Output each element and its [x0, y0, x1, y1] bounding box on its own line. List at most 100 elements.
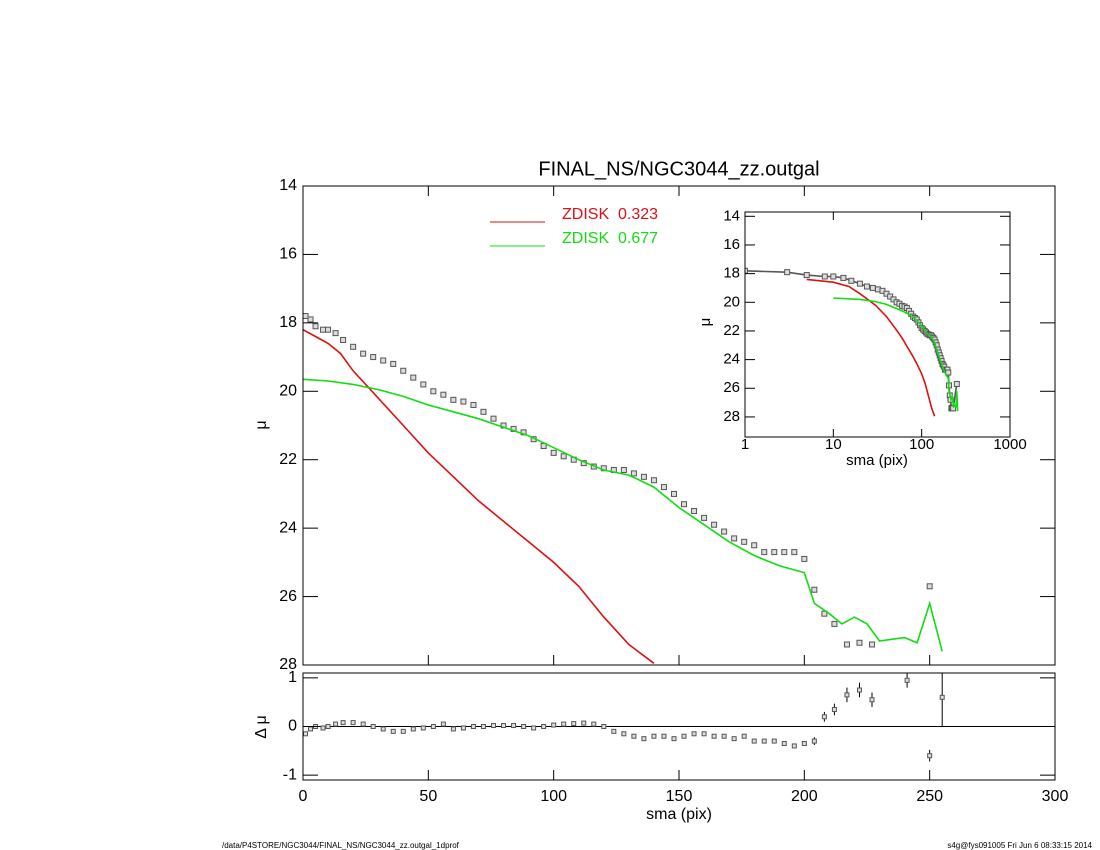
data-point: [801, 555, 808, 562]
residual-point: [927, 753, 933, 759]
data-point: [390, 360, 397, 367]
inset-frame: [744, 211, 1011, 438]
residual-point: [320, 725, 326, 731]
residual-point: [333, 721, 339, 727]
residual-point: [721, 733, 727, 739]
data-point: [490, 415, 497, 422]
data-point: [480, 408, 487, 415]
chart-title: FINAL_NS/NGC3044_zz.outgal: [538, 158, 819, 180]
residual-point: [791, 743, 797, 749]
y-tick-label: 20: [279, 383, 297, 400]
inset-data-point: [821, 273, 828, 280]
residual-point: [440, 721, 446, 727]
data-point: [843, 641, 850, 648]
residual-point: [621, 731, 627, 737]
inset-x-tick-label: 1000: [993, 436, 1026, 453]
data-point: [312, 323, 319, 330]
residual-point: [591, 721, 597, 727]
legend-label: ZDISK 0.323: [562, 206, 658, 223]
residual-point: [521, 724, 527, 729]
residual-point: [390, 728, 396, 734]
residual-point: [531, 725, 537, 731]
y-tick-label: 26: [279, 588, 297, 605]
residual-point: [308, 726, 314, 732]
residual-point: [821, 714, 827, 720]
data-point: [771, 549, 778, 556]
inset-y-tick-label: 16: [723, 236, 740, 253]
data-point: [741, 538, 748, 545]
y-axis-label: μ: [253, 420, 270, 429]
footer-left: /data/P4STORE/NGC3044/FINAL_NS/NGC3044_z…: [222, 841, 460, 850]
data-point: [550, 449, 557, 456]
data-point: [350, 343, 357, 350]
residual-point: [811, 738, 817, 744]
inset-data-point: [830, 273, 837, 280]
data-point: [660, 484, 667, 491]
residual-point: [751, 738, 757, 744]
residual-point: [801, 741, 807, 747]
data-point: [926, 583, 933, 590]
data-point: [681, 501, 688, 508]
footer-right: s4g@fys091005 Fri Jun 6 08:33:15 2014: [947, 841, 1092, 850]
inset-model-line: [833, 297, 959, 412]
inset-data-point: [953, 380, 960, 387]
residual-point: [491, 723, 497, 729]
x-tick-label: 200: [791, 788, 818, 805]
inset-data-point: [745, 267, 748, 274]
residual-point: [551, 722, 557, 728]
y-tick-label: 22: [279, 451, 297, 468]
data-point: [303, 313, 309, 320]
inset-y-tick-label: 22: [723, 322, 740, 339]
residual-point: [571, 721, 577, 727]
inset-y-tick-label: 18: [723, 265, 740, 282]
model-line: [303, 378, 943, 652]
data-point: [340, 336, 347, 343]
data-point: [440, 391, 447, 398]
inset-data-point: [863, 283, 870, 290]
data-point: [691, 508, 698, 515]
y-axis-label: Δ μ: [253, 715, 270, 738]
inset-y-tick-label: 28: [723, 408, 740, 425]
residual-point: [641, 736, 647, 742]
y-tick-label: 14: [279, 177, 297, 194]
y-tick-label: 28: [279, 656, 297, 673]
inset-x-axis-label: sma (pix): [846, 452, 908, 469]
x-tick-label: 50: [419, 788, 437, 805]
inset-y-axis-label: μ: [697, 318, 714, 327]
data-point: [460, 398, 467, 405]
inset-y-tick-label: 24: [723, 351, 740, 368]
data-point: [751, 542, 758, 549]
residual-point: [480, 724, 486, 729]
inset-data-point: [848, 277, 855, 284]
data-point: [620, 466, 627, 473]
data-point: [781, 549, 788, 556]
data-point: [856, 639, 863, 646]
data-point: [731, 535, 738, 542]
data-point: [761, 549, 768, 556]
residual-point: [460, 725, 466, 731]
x-tick-label: 250: [916, 788, 943, 805]
residual-point: [370, 724, 376, 729]
inset-data-point: [784, 269, 791, 276]
residual-point: [771, 738, 777, 744]
residual-point: [340, 720, 346, 726]
residual-point: [360, 721, 366, 727]
residual-frame: [302, 672, 1056, 781]
residual-point: [400, 728, 406, 734]
x-tick-label: 0: [299, 788, 308, 805]
data-point: [320, 326, 327, 333]
residual-point: [541, 724, 547, 729]
residual-point: [781, 741, 787, 747]
residual-point: [450, 726, 456, 732]
residual-point: [681, 733, 687, 739]
data-point: [701, 514, 708, 521]
data-point: [831, 620, 838, 627]
inset-data-point: [856, 280, 863, 287]
residual-point: [741, 733, 747, 739]
residual-point: [671, 736, 677, 742]
y-tick-label: 1: [288, 669, 297, 686]
residual-point: [430, 724, 436, 729]
residual-point: [611, 728, 617, 734]
data-point: [307, 316, 314, 323]
residual-point: [581, 720, 587, 726]
